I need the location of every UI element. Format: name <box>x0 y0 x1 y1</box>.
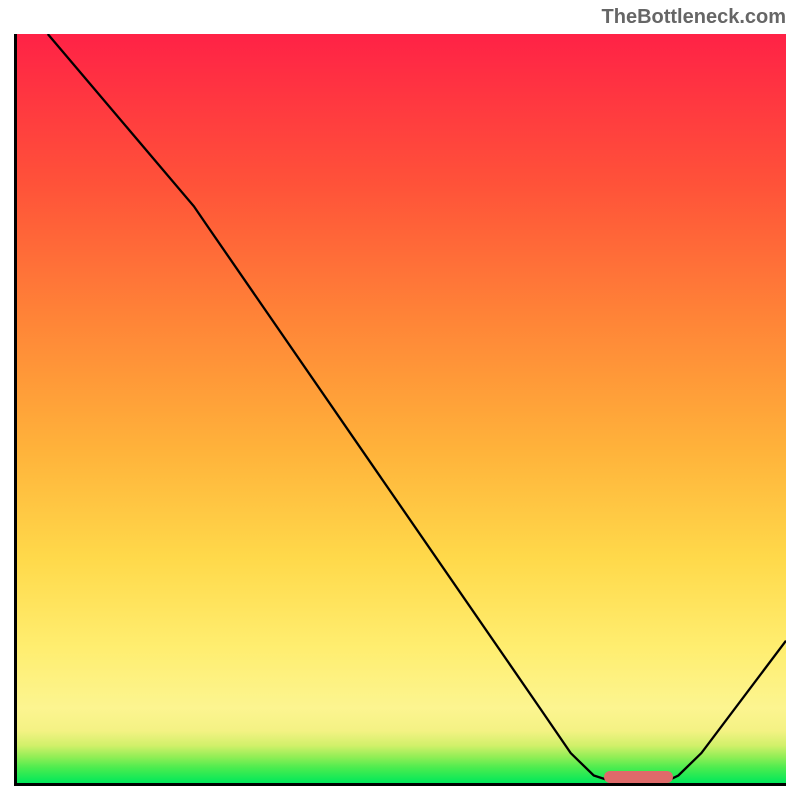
chart-plot-area <box>14 34 786 786</box>
gradient-background <box>17 34 786 783</box>
optimal-range-marker <box>604 771 673 783</box>
attribution-text: TheBottleneck.com <box>602 6 786 29</box>
